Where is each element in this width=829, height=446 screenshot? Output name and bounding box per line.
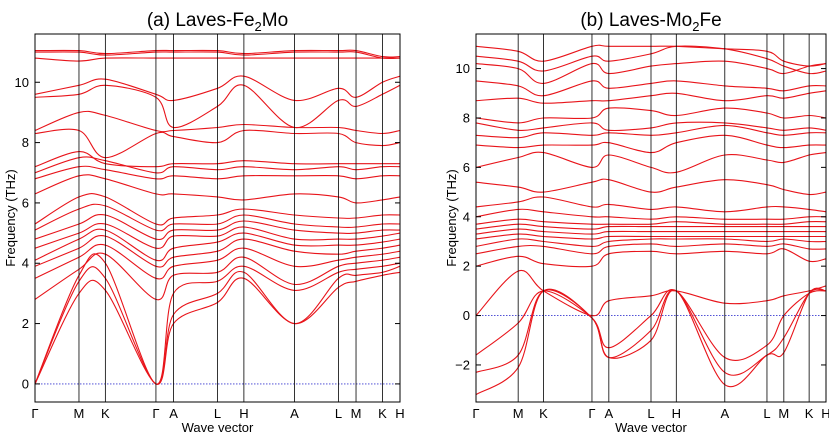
- band-series-12: [476, 208, 826, 220]
- band-series-15: [35, 151, 400, 168]
- x-tick-label: M: [778, 406, 789, 421]
- y-tick-label: 6: [22, 195, 29, 210]
- band-series-21: [35, 51, 400, 60]
- band-series-16: [35, 128, 400, 159]
- x-tick-label: K: [378, 406, 387, 421]
- x-tick-label: L: [214, 406, 221, 421]
- band-series-9: [476, 228, 826, 235]
- y-tick-label: 4: [463, 209, 470, 224]
- band-series-11: [35, 192, 400, 226]
- x-tick-label: K: [805, 406, 814, 421]
- chart-title-suffix: Fe: [699, 10, 721, 31]
- chart-title-subscript: 2: [692, 19, 699, 34]
- y-tick-label: 0: [463, 308, 470, 323]
- x-tick-label: K: [101, 406, 110, 421]
- band-series-21: [476, 80, 826, 97]
- band-series-22: [35, 49, 400, 58]
- band-series-19: [35, 75, 400, 102]
- x-tick-label: H: [821, 406, 829, 421]
- band-series-16: [476, 134, 826, 154]
- band-series-6: [476, 243, 826, 255]
- x-tick-label: L: [335, 406, 342, 421]
- band-series-4: [476, 269, 826, 317]
- y-tick-label: 8: [463, 110, 470, 125]
- y-axis-label: Frequency (THz): [444, 169, 459, 267]
- band-series-14: [35, 156, 400, 174]
- band-series-17: [476, 124, 826, 139]
- band-series-18: [476, 121, 826, 132]
- band-series-17: [35, 110, 400, 135]
- x-tick-label: H: [239, 406, 248, 421]
- band-series-3: [476, 289, 826, 361]
- band-series-5: [476, 248, 826, 268]
- chart-title-prefix: (b) Laves-Mo: [580, 10, 692, 31]
- x-tick-label: Γ: [588, 406, 595, 421]
- y-tick-label: 2: [463, 259, 470, 274]
- band-series-12: [35, 174, 400, 204]
- band-series-7: [35, 228, 400, 262]
- band-series-10: [476, 223, 826, 230]
- band-series-18: [35, 84, 400, 129]
- band-series-8: [35, 222, 400, 249]
- band-series-20: [476, 90, 826, 104]
- x-tick-label: Γ: [472, 406, 479, 421]
- x-tick-label: H: [672, 406, 681, 421]
- band-series-20: [35, 57, 400, 62]
- band-group: [476, 44, 826, 396]
- band-series-13: [476, 196, 826, 213]
- chart-title: (b) Laves-Mo2Fe: [580, 10, 721, 34]
- x-tick-label: Γ: [152, 406, 159, 421]
- band-series-13: [35, 165, 400, 180]
- chart-title: (a) Laves-Fe2Mo: [147, 10, 288, 34]
- band-series-10: [35, 203, 400, 232]
- band-series-9: [35, 213, 400, 241]
- x-tick-label: Γ: [31, 406, 38, 421]
- chart-title-prefix: (a) Laves-Fe: [147, 10, 255, 31]
- x-tick-label: L: [763, 406, 770, 421]
- y-tick-label: 2: [22, 316, 29, 331]
- x-tick-label: K: [539, 406, 548, 421]
- band-series-23: [476, 45, 826, 75]
- x-tick-label: H: [395, 406, 404, 421]
- band-series-11: [476, 218, 826, 225]
- y-tick-label: −2: [455, 357, 470, 372]
- x-tick-label: A: [290, 406, 299, 421]
- x-tick-label: M: [74, 406, 85, 421]
- x-tick-label: A: [604, 406, 613, 421]
- chart-title-subscript: 2: [255, 19, 262, 34]
- plot-frame: [34, 33, 401, 403]
- x-tick-label: L: [647, 406, 654, 421]
- y-tick-label: 6: [463, 160, 470, 175]
- chart-title-suffix: Mo: [262, 10, 288, 31]
- band-series-4: [35, 252, 400, 301]
- band-series-19: [476, 107, 826, 124]
- y-tick-label: 4: [22, 256, 29, 271]
- band-series-1: [476, 287, 826, 396]
- band-series-24: [476, 44, 826, 67]
- x-axis-label: Wave vector: [182, 420, 254, 435]
- band-series-6: [35, 235, 400, 268]
- y-tick-label: 10: [15, 75, 29, 90]
- band-group: [35, 49, 400, 385]
- x-tick-label: A: [720, 406, 729, 421]
- plot-frame: [475, 33, 827, 403]
- band-series-7: [476, 238, 826, 247]
- y-tick-label: 10: [456, 61, 470, 76]
- y-tick-label: 8: [22, 135, 29, 150]
- band-series-22: [476, 60, 826, 84]
- x-axis-label: Wave vector: [615, 420, 687, 435]
- x-tick-label: A: [169, 406, 178, 421]
- x-tick-label: M: [351, 406, 362, 421]
- y-tick-label: 0: [22, 376, 29, 391]
- band-series-14: [476, 178, 826, 196]
- x-tick-label: M: [513, 406, 524, 421]
- band-series-5: [35, 243, 400, 280]
- band-series-15: [476, 151, 826, 174]
- y-axis-label: Frequency (THz): [3, 169, 18, 267]
- band-series-8: [476, 233, 826, 240]
